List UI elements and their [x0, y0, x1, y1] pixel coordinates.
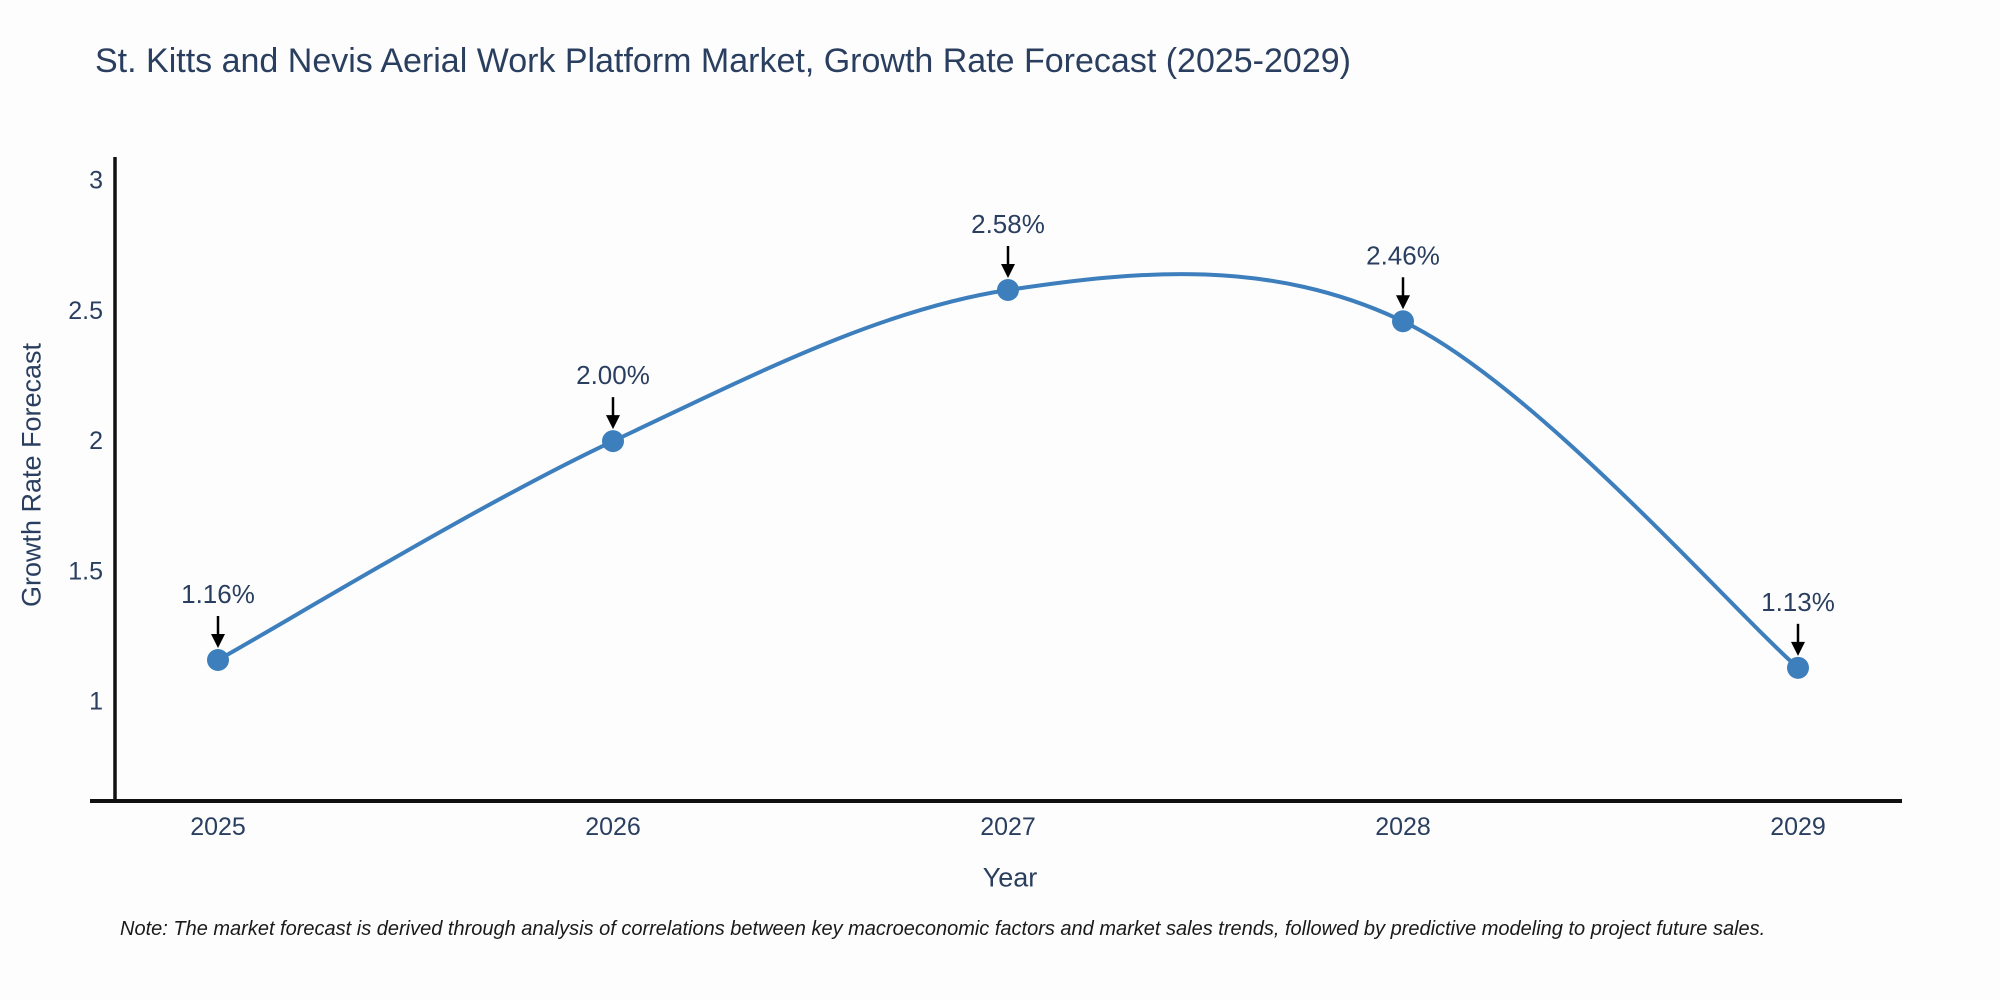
x-tick-label: 2026 — [585, 813, 641, 841]
data-point-marker[interactable] — [1787, 656, 1809, 679]
point-value-label: 2.58% — [971, 209, 1045, 239]
x-tick-label: 2027 — [980, 813, 1036, 841]
y-tick-label: 2.5 — [68, 297, 103, 325]
data-point-marker[interactable] — [602, 430, 624, 453]
y-tick-label: 3 — [89, 167, 103, 195]
x-tick-label: 2025 — [190, 813, 246, 841]
point-value-label: 1.13% — [1761, 587, 1835, 617]
y-tick-label: 1 — [89, 688, 103, 716]
annotation-arrow-head — [606, 415, 620, 430]
y-tick-label: 2 — [89, 427, 103, 455]
point-value-label: 2.00% — [576, 360, 650, 390]
plot-area: 1 1.5 2 2.5 3 2025 2026 2027 2028 2029 1.16% 2.00% 2… — [68, 167, 1835, 841]
annotation-arrow-head — [1791, 641, 1805, 656]
x-tick-label: 2028 — [1375, 813, 1431, 841]
x-tick-label: 2029 — [1770, 813, 1826, 841]
annotation-arrow-head — [211, 634, 225, 649]
chart-footnote: Note: The market forecast is derived thr… — [120, 918, 1766, 940]
point-value-label: 1.16% — [181, 579, 255, 609]
x-axis-title: Year — [982, 862, 1038, 893]
point-value-label: 2.46% — [1366, 240, 1440, 270]
data-point-marker[interactable] — [1392, 310, 1414, 333]
y-tick-label: 1.5 — [68, 557, 103, 585]
data-point-marker[interactable] — [997, 279, 1019, 302]
series-line — [217, 272, 1800, 670]
y-axis-title: Growth Rate Forecast — [16, 342, 47, 608]
chart-title: St. Kitts and Nevis Aerial Work Platform… — [95, 42, 1351, 80]
annotation-arrow-head — [1001, 264, 1015, 279]
data-point-marker[interactable] — [207, 649, 229, 672]
annotation-arrow-head — [1396, 295, 1410, 310]
